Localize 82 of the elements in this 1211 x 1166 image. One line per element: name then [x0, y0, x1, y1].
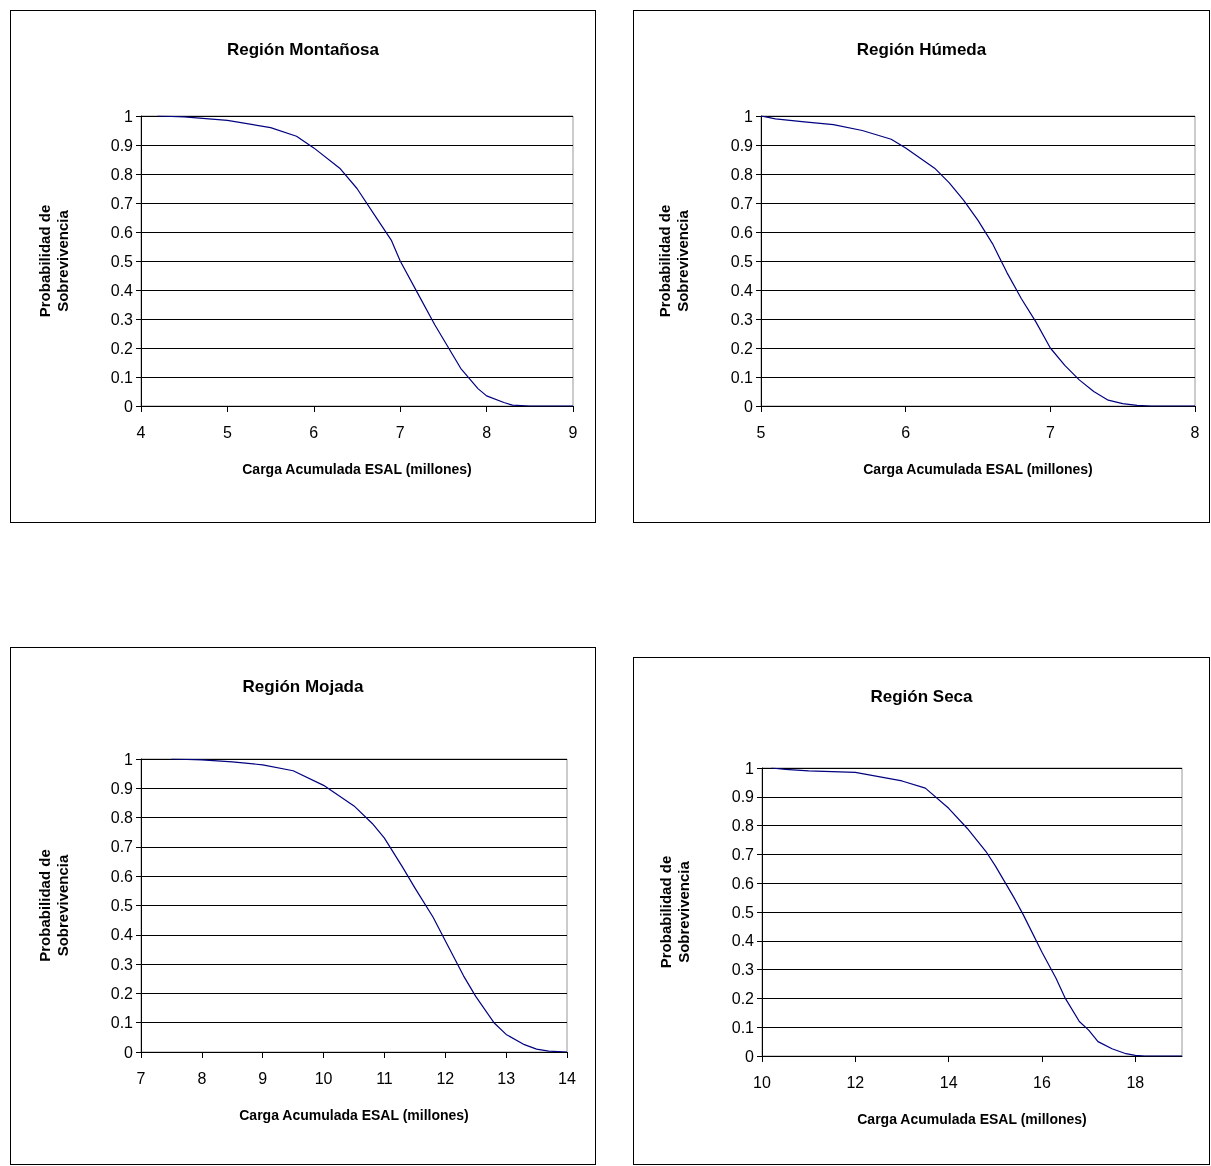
x-tick-label: 4: [136, 423, 146, 441]
y-tick-label: 0.1: [110, 368, 134, 386]
y-tick-label: 0.6: [110, 223, 134, 241]
x-tick-label: 12: [436, 1069, 455, 1087]
x-tick-label: 14: [939, 1073, 958, 1091]
y-tick-label: 0.4: [731, 932, 755, 950]
y-tick-label: 0.4: [110, 926, 134, 944]
y-tick-label: 0.4: [730, 281, 754, 299]
x-tick-label: 6: [309, 423, 319, 441]
chart-title: Región Seca: [870, 687, 974, 706]
y-tick-label: 0.6: [110, 867, 134, 885]
y-tick-label: 0.1: [730, 368, 754, 386]
y-tick-label: 0.3: [731, 961, 755, 979]
y-tick-label: 0: [124, 397, 134, 415]
y-tick-label: 1: [124, 750, 134, 768]
y-tick-label: 0.9: [731, 788, 755, 806]
y-tick-label: 0.4: [110, 281, 134, 299]
x-tick-label: 16: [1033, 1073, 1051, 1091]
y-tick-label: 0.5: [730, 252, 754, 270]
y-tick-label: 0.1: [110, 1014, 134, 1032]
x-tick-label: 13: [497, 1069, 516, 1087]
y-tick-label: 0.8: [110, 165, 134, 183]
x-tick-label: 5: [222, 423, 232, 441]
x-tick-label: 6: [901, 423, 911, 441]
y-tick-label: 0.8: [110, 809, 134, 827]
x-tick-label: 9: [258, 1069, 268, 1087]
y-tick-label: 0.6: [730, 223, 754, 241]
x-tick-label: 7: [395, 423, 405, 441]
x-axis-title: Carga Acumulada ESAL (millones): [239, 1107, 469, 1123]
y-tick-label: 0.8: [731, 817, 755, 835]
x-axis-title: Carga Acumulada ESAL (millones): [863, 461, 1093, 477]
y-tick-label: 0.3: [110, 310, 134, 328]
chart-title: Región Montañosa: [226, 40, 380, 59]
x-tick-label: 5: [756, 423, 766, 441]
y-tick-label: 0.9: [110, 779, 134, 797]
y-tick-label: 0: [744, 397, 754, 415]
y-tick-label: 0.2: [730, 339, 754, 357]
y-tick-label: 0.7: [110, 194, 134, 212]
x-axis-title: Carga Acumulada ESAL (millones): [242, 461, 472, 477]
y-axis-title: Probabilidad de Sobrevivencia: [35, 849, 71, 962]
y-tick-label: 0.5: [731, 903, 755, 921]
y-axis-title: Probabilidad de Sobrevivencia: [655, 204, 691, 318]
x-tick-label: 11: [376, 1069, 393, 1087]
y-tick-label: 0.7: [731, 845, 755, 863]
line-series: [770, 767, 1183, 1057]
y-tick-label: 0.3: [730, 310, 754, 328]
y-tick-label: 0.7: [110, 838, 134, 856]
y-tick-label: 0.1: [731, 1018, 755, 1036]
x-tick-label: 8: [482, 423, 492, 441]
x-tick-label: 7: [136, 1069, 146, 1087]
chart-title: Región Húmeda: [856, 40, 987, 59]
x-tick-label: 8: [1190, 423, 1200, 441]
y-tick-label: 0.5: [110, 897, 134, 914]
y-tick-label: 1: [124, 107, 134, 125]
y-axis-title: Probabilidad de Sobrevivencia: [656, 855, 692, 969]
y-tick-label: 0.2: [731, 989, 755, 1007]
x-tick-label: 14: [558, 1069, 576, 1087]
line-series: [156, 115, 574, 407]
y-tick-label: 0.8: [730, 165, 754, 183]
x-tick-label: 10: [753, 1073, 771, 1091]
y-tick-label: 0.9: [110, 136, 134, 154]
y-tick-label: 0.9: [730, 136, 754, 154]
line-series: [170, 758, 568, 1053]
y-tick-label: 0.2: [110, 984, 134, 1002]
chart-title: Región Mojada: [242, 677, 364, 696]
y-tick-label: 0.6: [731, 874, 755, 892]
y-tick-label: 0.3: [110, 955, 134, 973]
x-tick-label: 12: [846, 1073, 865, 1091]
y-tick-label: 0.5: [110, 252, 134, 270]
x-tick-label: 7: [1045, 423, 1055, 441]
x-axis-title: Carga Acumulada ESAL (millones): [857, 1111, 1087, 1127]
x-tick-label: 9: [568, 423, 578, 441]
y-tick-label: 0: [124, 1043, 134, 1061]
y-tick-label: 0.2: [110, 339, 134, 357]
y-tick-label: 1: [745, 759, 755, 777]
x-tick-label: 10: [314, 1069, 333, 1087]
y-tick-label: 1: [744, 107, 754, 125]
y-axis-title: Probabilidad de Sobrevivencia: [35, 204, 71, 318]
y-tick-label: 0.7: [730, 194, 754, 212]
y-tick-label: 0: [745, 1047, 755, 1065]
x-tick-label: 8: [197, 1069, 207, 1087]
x-tick-label: 18: [1126, 1073, 1145, 1091]
